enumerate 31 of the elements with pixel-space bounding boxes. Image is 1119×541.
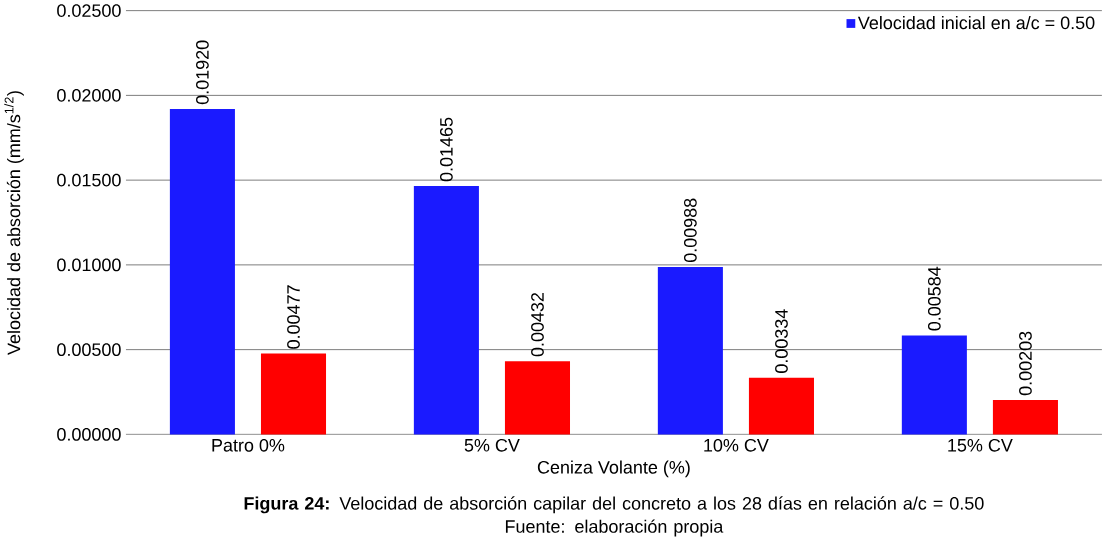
data-label: 0.01465 xyxy=(440,117,453,182)
data-label: 0.00988 xyxy=(684,198,697,263)
source-note: Fuente: elaboración propia xyxy=(505,519,724,537)
data-label: 0.01920 xyxy=(196,40,209,105)
bar xyxy=(413,186,479,435)
bar xyxy=(169,109,235,435)
bar xyxy=(504,361,571,435)
x-tick-label: 10% CV xyxy=(704,439,769,452)
bar xyxy=(992,400,1058,435)
bar xyxy=(657,267,723,435)
y-tick-label: 0.00000 xyxy=(57,428,121,441)
y-tick-label: 0.00500 xyxy=(57,343,121,357)
bar xyxy=(748,377,814,435)
legend-label: Velocidad inicial en a/c = 0.50 xyxy=(857,16,1095,30)
x-tick-label: Patro 0% xyxy=(212,439,285,452)
y-tick-label: 0.01000 xyxy=(57,258,121,272)
y-axis-title: Velocidad de absorción (mm/s$^{1/2}$) xyxy=(4,91,24,356)
x-tick-label: 5% CV xyxy=(464,439,520,452)
y-tick-label: 0.02000 xyxy=(57,89,121,102)
data-label: 0.00203 xyxy=(1019,331,1032,396)
bar xyxy=(901,335,967,435)
data-label: 0.00334 xyxy=(775,309,788,374)
data-label: 0.00477 xyxy=(287,285,300,349)
x-axis-title: Ceniza Volante (%) xyxy=(537,460,690,478)
y-tick-label: 0.01500 xyxy=(57,173,121,187)
text: Figura 24: Velocidad de absorción capilar del concreto a los 28 días en relación a/c = 0.50 xyxy=(244,496,984,514)
data-label: 0.00584 xyxy=(927,267,941,331)
bar xyxy=(260,353,327,435)
y-tick-label: 0.02500 xyxy=(57,4,121,18)
data-label: 0.00432 xyxy=(531,293,544,357)
x-tick-label: 15% CV xyxy=(948,439,1013,452)
